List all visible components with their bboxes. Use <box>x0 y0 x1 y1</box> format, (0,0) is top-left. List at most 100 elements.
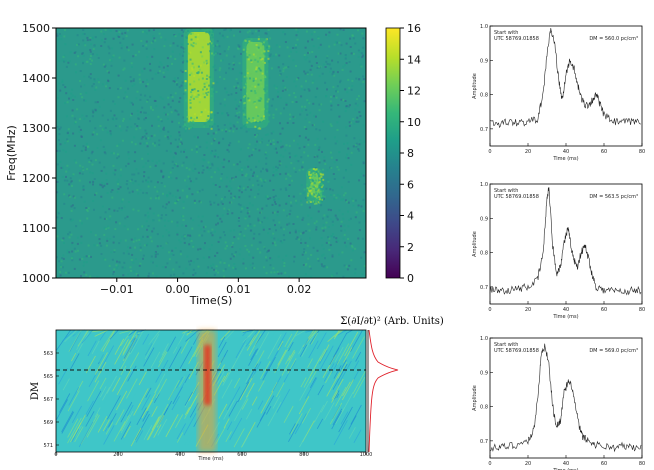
noise-pixel <box>293 167 296 170</box>
noise-pixel <box>315 62 318 64</box>
noise-pixel <box>266 170 269 173</box>
noise-pixel <box>214 184 217 186</box>
noise-pixel <box>64 86 67 89</box>
noise-pixel <box>97 78 100 81</box>
dm-x-tick-label: 800 <box>299 452 309 458</box>
noise-pixel <box>308 265 311 268</box>
noise-pixel <box>117 185 120 188</box>
noise-pixel <box>113 152 115 155</box>
noise-pixel <box>164 206 167 209</box>
noise-pixel <box>272 219 275 222</box>
burst-noise-pixel <box>187 30 190 32</box>
noise-pixel <box>352 145 355 148</box>
noise-pixel <box>158 159 161 162</box>
noise-pixel <box>178 196 181 199</box>
dm-streak <box>184 391 193 406</box>
burst-noise-pixel <box>259 57 262 60</box>
noise-pixel <box>304 117 307 120</box>
noise-pixel <box>332 233 335 235</box>
noise-pixel <box>198 200 201 203</box>
burst-noise-pixel <box>190 44 193 47</box>
burst-noise-pixel <box>322 178 325 181</box>
dm-streak <box>250 349 257 361</box>
noise-pixel <box>154 100 157 102</box>
noise-pixel <box>61 266 64 269</box>
noise-pixel <box>226 212 229 215</box>
noise-pixel <box>350 52 353 55</box>
noise-pixel <box>149 197 152 200</box>
noise-pixel <box>130 101 133 104</box>
burst-noise-pixel <box>266 70 269 73</box>
noise-pixel <box>318 103 321 106</box>
noise-pixel <box>302 161 304 164</box>
noise-pixel <box>315 220 318 223</box>
burst-noise-pixel <box>312 200 315 203</box>
noise-pixel <box>347 157 350 160</box>
noise-pixel <box>74 122 76 125</box>
dm-streak <box>329 347 340 365</box>
dm-streak <box>188 361 199 380</box>
noise-pixel <box>360 256 363 259</box>
profile-y-tick-label: 0.9 <box>480 58 488 64</box>
noise-pixel <box>268 228 271 230</box>
burst-noise-pixel <box>256 96 258 99</box>
burst-noise-pixel <box>251 85 254 88</box>
noise-pixel <box>78 130 81 133</box>
noise-pixel <box>145 132 148 135</box>
noise-pixel <box>84 148 87 151</box>
noise-pixel <box>130 178 133 181</box>
dm-streak <box>69 332 81 352</box>
noise-pixel <box>292 115 295 118</box>
noise-pixel <box>336 193 339 196</box>
noise-pixel <box>237 237 240 240</box>
noise-pixel <box>208 256 211 259</box>
dm-streak <box>130 329 144 355</box>
burst-noise-pixel <box>185 90 188 93</box>
dm-streak <box>287 358 297 374</box>
noise-pixel <box>302 264 305 266</box>
burst-noise-pixel <box>257 114 260 117</box>
burst-noise-pixel <box>313 202 316 205</box>
noise-pixel <box>276 210 279 213</box>
dm-streak <box>271 382 278 393</box>
burst-noise-pixel <box>197 93 200 96</box>
dm-streak <box>283 405 294 423</box>
noise-pixel <box>140 40 143 42</box>
noise-pixel <box>326 169 329 172</box>
noise-pixel <box>59 264 62 267</box>
noise-pixel <box>104 211 107 214</box>
noise-pixel <box>227 48 230 51</box>
noise-pixel <box>284 271 287 274</box>
noise-pixel <box>223 207 226 210</box>
noise-pixel <box>211 162 214 165</box>
noise-pixel <box>142 191 145 194</box>
noise-pixel <box>266 195 269 198</box>
noise-pixel <box>232 130 235 133</box>
noise-pixel <box>330 235 333 238</box>
noise-pixel <box>343 264 346 267</box>
noise-pixel <box>333 161 336 164</box>
noise-pixel <box>308 51 311 54</box>
noise-pixel <box>278 221 281 224</box>
noise-pixel <box>214 149 217 152</box>
noise-pixel <box>309 267 312 270</box>
burst-noise-pixel <box>184 70 187 72</box>
noise-pixel <box>299 232 302 235</box>
noise-pixel <box>134 143 137 146</box>
noise-pixel <box>180 29 183 31</box>
noise-pixel <box>350 88 353 91</box>
noise-pixel <box>253 232 256 235</box>
noise-pixel <box>276 271 279 274</box>
dm-streak <box>120 329 133 347</box>
noise-pixel <box>152 261 154 264</box>
noise-pixel <box>362 81 365 83</box>
dm-frame <box>55 329 367 453</box>
dm-streak <box>143 347 155 367</box>
noise-pixel <box>138 50 141 53</box>
noise-pixel <box>338 209 341 212</box>
noise-pixel <box>120 47 123 50</box>
noise-pixel <box>107 118 109 121</box>
noise-pixel <box>197 224 200 227</box>
noise-pixel <box>150 255 153 258</box>
burst-noise-pixel <box>209 125 212 128</box>
